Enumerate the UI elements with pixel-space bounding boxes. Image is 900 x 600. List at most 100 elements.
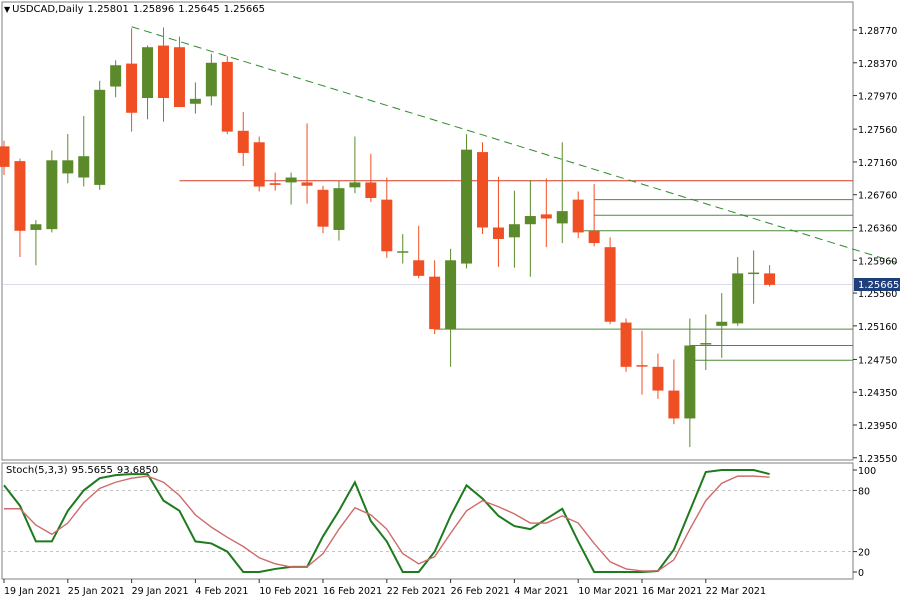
candle-body <box>333 188 345 230</box>
time-tick-label: 16 Mar 2021 <box>642 586 702 597</box>
candle-body <box>461 149 473 264</box>
chart-title-bar: ▼ USDCAD,Daily 1.25801 1.25896 1.25645 1.2566… <box>4 4 269 15</box>
time-tick-label: 22 Mar 2021 <box>706 586 766 597</box>
time-tick-label: 26 Feb 2021 <box>451 586 510 597</box>
time-tick-label: 4 Feb 2021 <box>195 586 248 597</box>
candle-body <box>620 322 632 367</box>
price-tick-label: 1.24750 <box>858 355 897 366</box>
candle-body <box>189 98 201 104</box>
candle-body <box>173 47 185 108</box>
price-tick-label: 1.28370 <box>858 59 897 70</box>
candle-body <box>30 224 42 230</box>
candle-body <box>572 199 584 233</box>
stoch-title-bar: Stoch(5,3,3) 95.5655 93.6850 <box>6 465 162 476</box>
time-tick-label: 22 Feb 2021 <box>387 586 446 597</box>
candle-body <box>732 273 744 324</box>
candle-body <box>142 47 154 99</box>
candle-body <box>221 61 233 132</box>
stoch-tick-label: 20 <box>858 548 870 559</box>
candle-body <box>349 182 361 188</box>
candle-body <box>205 62 217 97</box>
candle-body <box>158 45 169 99</box>
candle-body <box>524 216 536 225</box>
candle-body <box>381 199 393 252</box>
low-value: 1.25645 <box>178 4 220 15</box>
time-tick-label: 25 Jan 2021 <box>68 586 125 597</box>
trendline-layer <box>131 26 900 265</box>
price-tick-label: 1.27970 <box>858 92 897 103</box>
time-tick-label: 16 Feb 2021 <box>323 586 382 597</box>
price-tick-label: 1.25560 <box>858 289 897 300</box>
stoch-main-line <box>3 469 770 573</box>
candle-body <box>78 156 90 178</box>
time-axis: 19 Jan 2021 25 Jan 2021 29 Jan 2021 4 Feb 2… <box>3 579 766 597</box>
candle-body <box>317 189 329 227</box>
price-tick-label: 1.26760 <box>858 191 897 202</box>
candle-body <box>636 365 648 367</box>
candle-body <box>668 390 680 419</box>
price-axis: 1.28770 1.28370 1.27970 1.27560 1.27160 1.267… <box>853 26 897 465</box>
candle-body <box>588 230 600 244</box>
symbol-label: USDCAD,Daily <box>12 4 84 15</box>
price-tick-label: 1.23550 <box>858 454 897 465</box>
candle-body <box>716 321 728 326</box>
candle-body <box>237 130 249 153</box>
candle-body <box>413 260 425 276</box>
candle-body <box>508 224 520 238</box>
price-tick-label: 1.26360 <box>858 224 897 235</box>
price-tick-label: 1.27560 <box>858 125 897 136</box>
price-tick-label: 1.27160 <box>858 158 897 169</box>
candle-body <box>110 65 122 87</box>
candle-body <box>429 276 441 330</box>
candle-body <box>62 160 74 174</box>
candle-body <box>269 183 281 185</box>
stoch-tick-label: 80 <box>858 486 870 497</box>
stoch-tick-label: 0 <box>858 568 864 579</box>
price-tick-label: 1.25960 <box>858 256 897 267</box>
candle-body <box>285 177 297 183</box>
candle-body <box>604 247 616 322</box>
price-tick-label: 1.25160 <box>858 322 897 333</box>
trendline <box>131 26 900 265</box>
symbol-dropdown-icon[interactable]: ▼ <box>4 5 11 14</box>
candle-body <box>748 272 760 275</box>
open-value: 1.25801 <box>87 4 129 15</box>
stoch-axis: 100 80 20 0 <box>853 466 876 579</box>
stoch-tick-label: 100 <box>858 466 876 477</box>
candle-body <box>556 211 568 224</box>
candle-body <box>253 142 265 187</box>
candle-body <box>397 251 409 253</box>
candle-body <box>652 366 664 391</box>
candle-body <box>46 160 58 230</box>
current-price-label: 1.25665 <box>858 280 899 291</box>
candle-body <box>477 152 488 228</box>
candle-body <box>764 273 776 285</box>
time-tick-label: 10 Mar 2021 <box>578 586 638 597</box>
candle-body <box>492 227 504 239</box>
candle-body <box>684 345 696 419</box>
stoch-signal-line <box>4 475 770 572</box>
current-price-tag: 1.25665 <box>854 278 900 291</box>
candle-body <box>700 343 712 345</box>
stoch-label: Stoch(5,3,3) <box>6 465 68 476</box>
high-value: 1.25896 <box>132 4 175 15</box>
stoch-layer <box>2 469 853 573</box>
horizontal-levels <box>2 180 853 361</box>
candle-body <box>0 146 10 167</box>
candles-layer <box>0 27 776 448</box>
stoch-signal-value: 93.6850 <box>116 465 159 476</box>
time-tick-label: 10 Feb 2021 <box>259 586 318 597</box>
candle-body <box>301 182 313 186</box>
time-tick-label: 19 Jan 2021 <box>4 586 61 597</box>
close-value: 1.25665 <box>223 4 265 15</box>
price-tick-label: 1.23950 <box>858 421 897 432</box>
stoch-panel-border <box>1 462 854 580</box>
price-tick-label: 1.24350 <box>858 388 897 399</box>
candle-body <box>94 89 106 185</box>
candle-body <box>445 260 457 330</box>
price-tick-label: 1.28770 <box>858 26 897 37</box>
candle-body <box>540 214 552 219</box>
current-price-tag-bg <box>854 278 900 291</box>
candle-body <box>126 63 138 113</box>
